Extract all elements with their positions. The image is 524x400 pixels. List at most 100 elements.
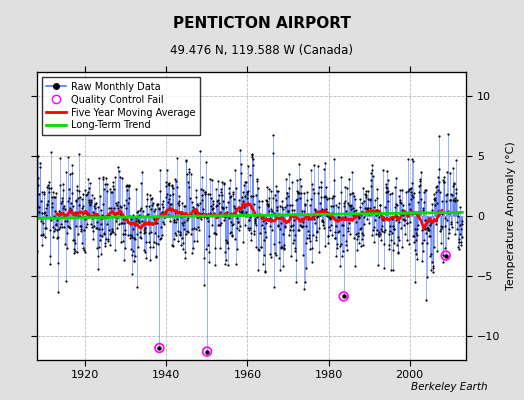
Point: [244, 188, 252, 194]
Point: [399, 216, 407, 222]
Point: [401, 230, 409, 237]
Point: [163, 191, 171, 198]
Point: [180, 218, 188, 225]
Point: [391, 201, 400, 208]
Point: [119, 238, 127, 244]
Point: [388, 190, 396, 196]
Point: [373, 195, 381, 202]
Point: [153, 202, 161, 208]
Point: [437, 240, 445, 246]
Point: [200, 282, 208, 288]
Point: [424, 224, 432, 231]
Point: [238, 198, 247, 204]
Point: [364, 205, 372, 211]
Point: [452, 186, 461, 192]
Point: [128, 226, 137, 232]
Point: [51, 208, 59, 214]
Point: [141, 239, 150, 245]
Point: [340, 199, 348, 206]
Text: 49.476 N, 119.588 W (Canada): 49.476 N, 119.588 W (Canada): [170, 44, 354, 57]
Point: [412, 232, 421, 238]
Point: [152, 254, 160, 260]
Point: [339, 232, 347, 238]
Point: [126, 213, 135, 219]
Point: [203, 348, 211, 355]
Point: [396, 186, 405, 193]
Point: [246, 214, 254, 221]
Point: [435, 210, 444, 216]
Point: [395, 192, 403, 199]
Point: [413, 226, 421, 232]
Point: [98, 233, 106, 240]
Point: [108, 228, 116, 234]
Point: [94, 266, 102, 272]
Point: [442, 192, 450, 198]
Point: [211, 244, 220, 251]
Point: [300, 190, 309, 196]
Point: [410, 190, 418, 197]
Point: [312, 237, 320, 243]
Point: [190, 206, 198, 212]
Point: [446, 197, 454, 204]
Point: [137, 205, 145, 212]
Point: [453, 197, 462, 204]
Point: [439, 252, 447, 258]
Point: [128, 270, 136, 277]
Point: [390, 184, 399, 190]
Point: [271, 212, 279, 218]
Point: [361, 191, 369, 197]
Point: [150, 215, 159, 222]
Point: [298, 216, 306, 222]
Point: [297, 223, 305, 229]
Point: [253, 176, 261, 182]
Point: [425, 222, 434, 228]
Point: [107, 204, 116, 211]
Point: [172, 219, 180, 226]
Point: [418, 258, 426, 264]
Point: [397, 210, 405, 217]
Point: [323, 211, 331, 218]
Point: [296, 176, 304, 182]
Point: [368, 227, 377, 233]
Point: [449, 183, 457, 190]
Point: [352, 218, 361, 225]
Point: [210, 211, 218, 218]
Point: [108, 182, 117, 189]
Point: [376, 231, 385, 238]
Point: [47, 185, 55, 192]
Point: [309, 232, 318, 238]
Point: [107, 230, 115, 236]
Point: [59, 205, 68, 211]
Point: [412, 237, 420, 243]
Point: [179, 240, 187, 246]
Point: [284, 193, 292, 200]
Point: [285, 232, 293, 238]
Point: [407, 196, 415, 202]
Point: [175, 202, 183, 208]
Point: [281, 224, 289, 230]
Point: [455, 236, 463, 242]
Point: [316, 200, 324, 206]
Point: [413, 222, 422, 228]
Point: [193, 214, 202, 220]
Point: [105, 212, 114, 218]
Point: [401, 208, 410, 215]
Point: [249, 192, 258, 199]
Point: [311, 234, 320, 241]
Point: [333, 245, 341, 252]
Point: [244, 163, 252, 170]
Point: [178, 220, 187, 226]
Point: [242, 179, 250, 185]
Point: [138, 213, 146, 220]
Point: [239, 210, 248, 217]
Point: [293, 190, 302, 196]
Point: [405, 186, 413, 192]
Point: [326, 214, 335, 221]
Point: [132, 186, 140, 193]
Point: [452, 218, 461, 225]
Point: [172, 155, 181, 162]
Point: [160, 214, 168, 220]
Point: [217, 204, 226, 210]
Point: [129, 212, 138, 218]
Point: [83, 211, 92, 218]
